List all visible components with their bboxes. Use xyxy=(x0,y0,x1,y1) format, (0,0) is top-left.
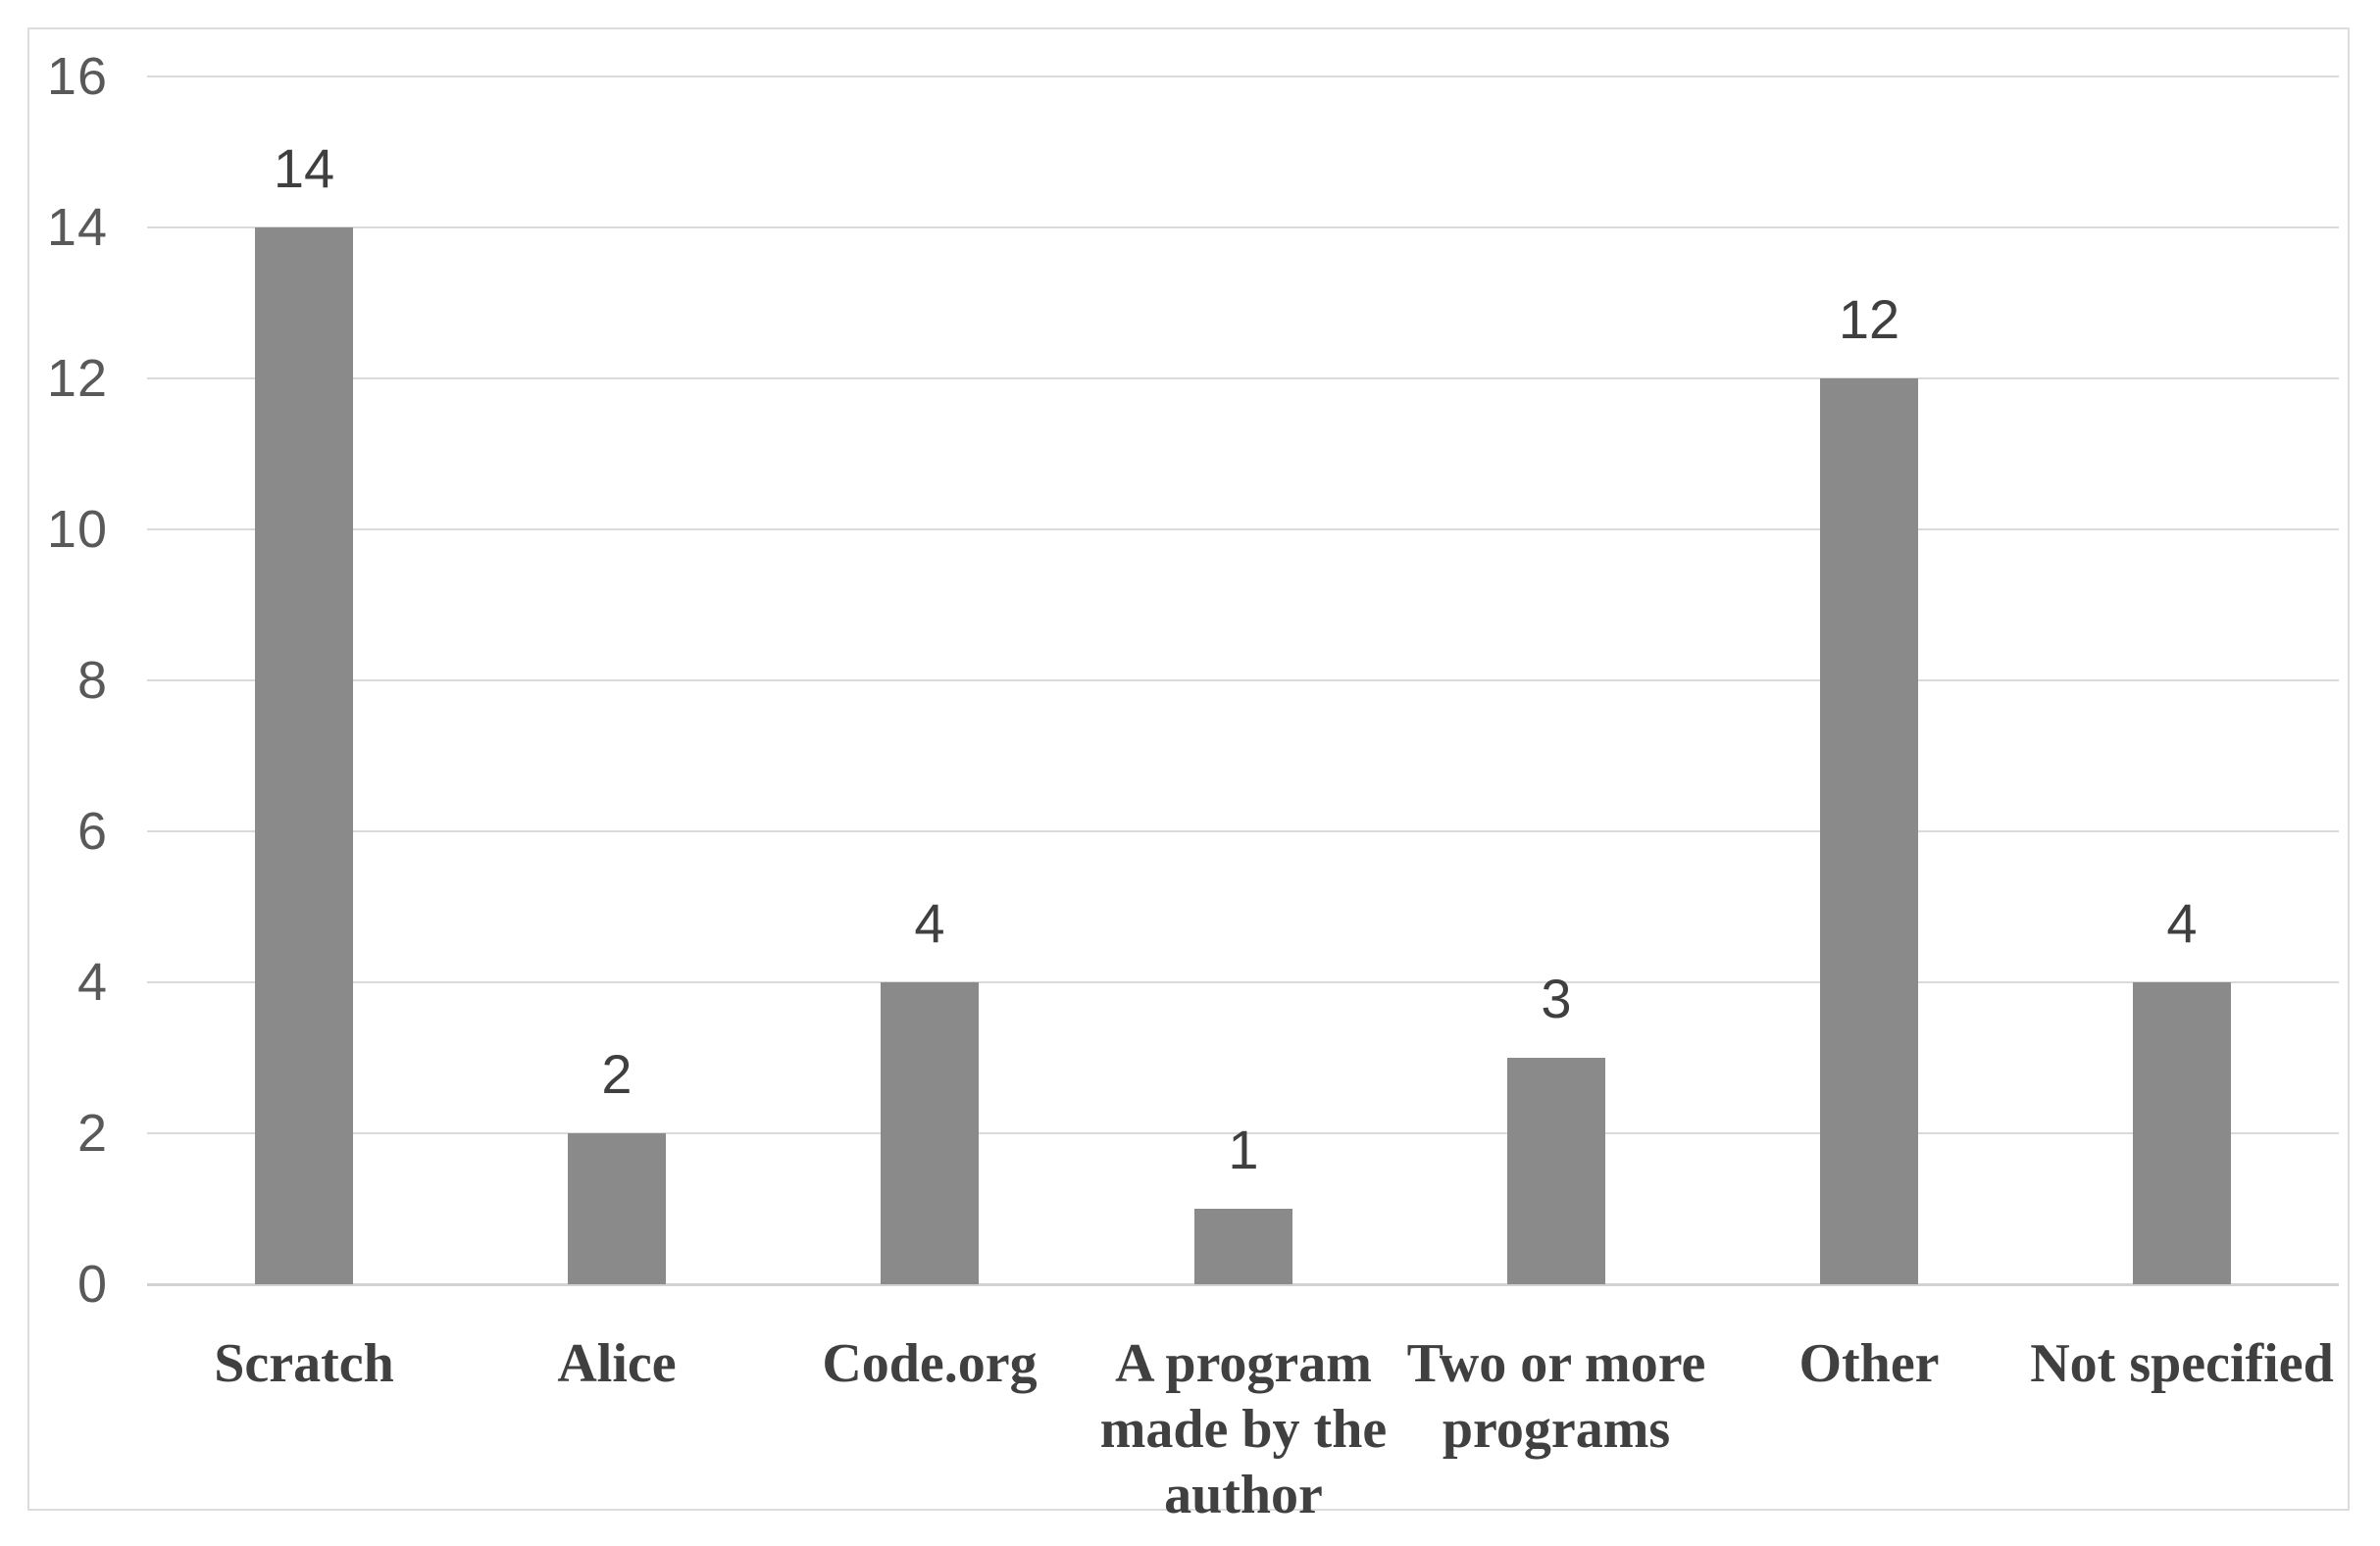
bar-alice xyxy=(568,1133,666,1284)
x-category-label: Scratch xyxy=(214,1333,394,1394)
x-category-label: A program made by the author xyxy=(1099,1333,1388,1525)
y-tick-label: 14 xyxy=(46,198,108,257)
bar-value-label: 14 xyxy=(273,137,335,199)
x-category-label: Not specified xyxy=(2030,1333,2334,1394)
y-tick-label: 2 xyxy=(76,1104,108,1163)
gridline xyxy=(147,377,2339,379)
y-tick-label: 12 xyxy=(46,349,108,408)
bar-code-org xyxy=(881,982,979,1284)
bar-value-label: 4 xyxy=(914,892,945,954)
gridline xyxy=(147,226,2339,228)
x-category-label: Code.org xyxy=(822,1333,1038,1394)
x-category-label: Two or more programs xyxy=(1406,1333,1706,1460)
bar-not-specified xyxy=(2133,982,2231,1284)
y-tick-label: 8 xyxy=(76,651,108,710)
bar-other xyxy=(1820,378,1918,1284)
x-category-label: Other xyxy=(1798,1333,1940,1394)
gridline xyxy=(147,679,2339,681)
gridline xyxy=(147,830,2339,832)
bar-value-label: 3 xyxy=(1541,968,1572,1029)
gridline xyxy=(147,75,2339,77)
bar-value-label: 2 xyxy=(601,1043,633,1105)
bar-scratch xyxy=(255,227,353,1284)
bar-value-label: 1 xyxy=(1228,1119,1259,1180)
y-tick-label: 0 xyxy=(76,1255,108,1314)
gridline xyxy=(147,1132,2339,1134)
chart-plot-frame xyxy=(27,27,2350,1511)
gridline xyxy=(147,528,2339,530)
gridline xyxy=(147,981,2339,983)
x-axis-line xyxy=(147,1283,2339,1286)
y-tick-label: 6 xyxy=(76,802,108,861)
y-tick-label: 10 xyxy=(46,500,108,559)
bar-a-program-made-by-the-author xyxy=(1194,1209,1292,1284)
x-category-label: Alice xyxy=(557,1333,677,1394)
y-tick-label: 16 xyxy=(46,47,108,106)
bar-two-or-more-programs xyxy=(1507,1058,1605,1284)
y-tick-label: 4 xyxy=(76,953,108,1012)
bar-value-label: 12 xyxy=(1838,288,1900,350)
bar-value-label: 4 xyxy=(2166,892,2198,954)
